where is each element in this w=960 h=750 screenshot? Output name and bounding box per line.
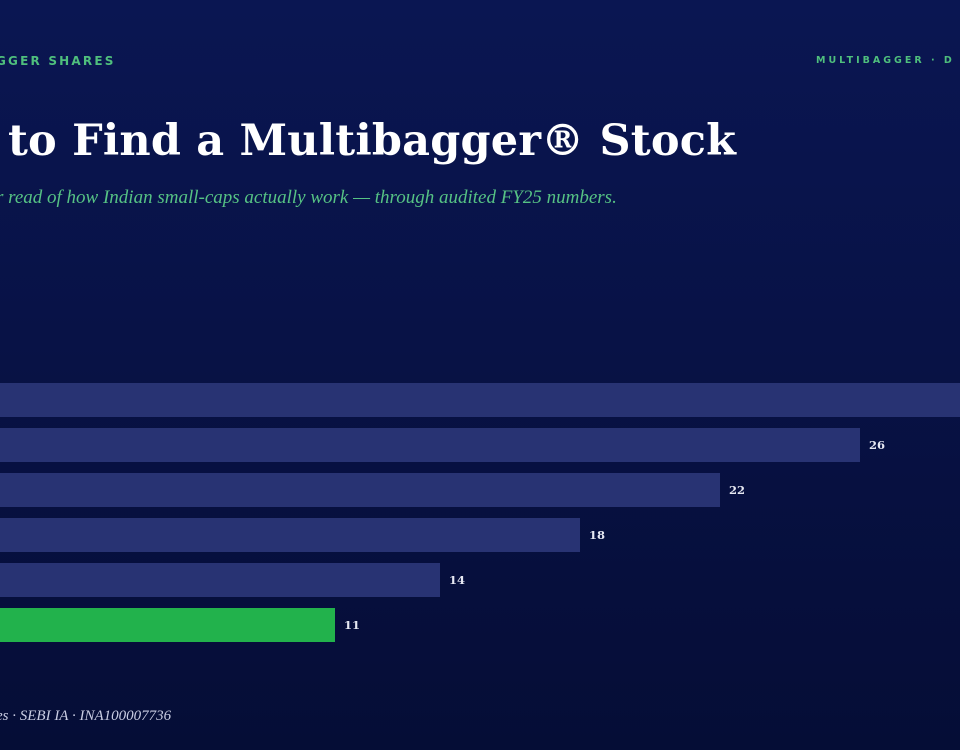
bar-value-label-5: 11 xyxy=(344,618,360,632)
footer-credit: es · SEBI IA · INA100007736 xyxy=(0,708,172,724)
bar-3 xyxy=(0,518,580,552)
bar-4 xyxy=(0,563,440,597)
bar-1 xyxy=(0,428,860,462)
bar-2 xyxy=(0,473,720,507)
page-title: to Find a Multibagger® Stock xyxy=(8,116,737,166)
bar-value-label-4: 14 xyxy=(449,573,465,587)
eyebrow-left: GGER SHARES xyxy=(0,54,116,68)
bar-value-label-2: 22 xyxy=(729,483,745,497)
bar-value-label-1: 26 xyxy=(869,438,885,452)
bar-value-label-3: 18 xyxy=(589,528,605,542)
bar-0 xyxy=(0,383,960,417)
eyebrow-right: MULTIBAGGER · D xyxy=(816,55,955,66)
page-subtitle: r read of how Indian small-caps actually… xyxy=(0,187,617,208)
bar-5 xyxy=(0,608,335,642)
